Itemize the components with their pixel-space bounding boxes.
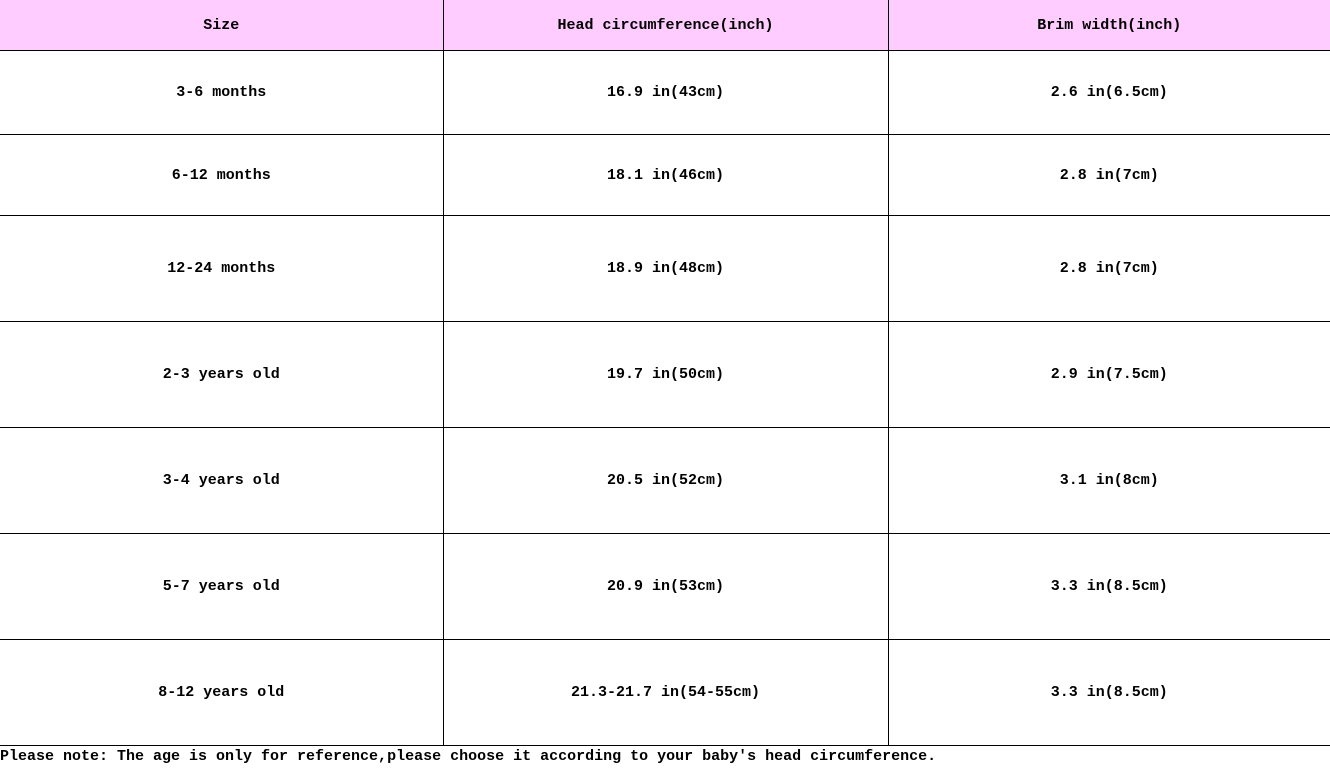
cell-head-circumference: 18.1 in(46cm) [442, 134, 889, 216]
table-row: 12-24 months 18.9 in(48cm) 2.8 in(7cm) [0, 215, 1330, 322]
header-head-circumference: Head circumference(inch) [442, 0, 889, 51]
cell-size: 5-7 years old [0, 533, 444, 640]
reference-note: Please note: The age is only for referen… [0, 748, 937, 765]
header-brim-width: Brim width(inch) [887, 0, 1330, 51]
cell-brim-width: 3.3 in(8.5cm) [887, 533, 1330, 640]
cell-size: 12-24 months [0, 215, 444, 322]
table-row: 8-12 years old 21.3-21.7 in(54-55cm) 3.3 i… [0, 639, 1330, 746]
cell-brim-width: 3.3 in(8.5cm) [887, 639, 1330, 746]
cell-brim-width: 2.8 in(7cm) [887, 134, 1330, 216]
cell-size: 3-4 years old [0, 427, 444, 534]
cell-brim-width: 2.9 in(7.5cm) [887, 321, 1330, 428]
cell-size: 3-6 months [0, 50, 444, 135]
table-row: 3-6 months 16.9 in(43cm) 2.6 in(6.5cm) [0, 50, 1330, 135]
cell-brim-width: 3.1 in(8cm) [887, 427, 1330, 534]
table-row: 6-12 months 18.1 in(46cm) 2.8 in(7cm) [0, 134, 1330, 216]
table-row: 5-7 years old 20.9 in(53cm) 3.3 in(8.5cm) [0, 533, 1330, 640]
cell-head-circumference: 21.3-21.7 in(54-55cm) [442, 639, 889, 746]
header-row: Size Head circumference(inch) Brim width… [0, 0, 1330, 51]
cell-brim-width: 2.8 in(7cm) [887, 215, 1330, 322]
cell-head-circumference: 20.5 in(52cm) [442, 427, 889, 534]
table-row: 3-4 years old 20.5 in(52cm) 3.1 in(8cm) [0, 427, 1330, 534]
cell-size: 2-3 years old [0, 321, 444, 428]
cell-head-circumference: 20.9 in(53cm) [442, 533, 889, 640]
size-chart-table: Size Head circumference(inch) Brim width… [0, 0, 1330, 746]
cell-head-circumference: 19.7 in(50cm) [442, 321, 889, 428]
table-row: 2-3 years old 19.7 in(50cm) 2.9 in(7.5cm) [0, 321, 1330, 428]
cell-head-circumference: 16.9 in(43cm) [442, 50, 889, 135]
cell-size: 8-12 years old [0, 639, 444, 746]
header-size: Size [0, 0, 444, 51]
cell-size: 6-12 months [0, 134, 444, 216]
cell-brim-width: 2.6 in(6.5cm) [887, 50, 1330, 135]
cell-head-circumference: 18.9 in(48cm) [442, 215, 889, 322]
